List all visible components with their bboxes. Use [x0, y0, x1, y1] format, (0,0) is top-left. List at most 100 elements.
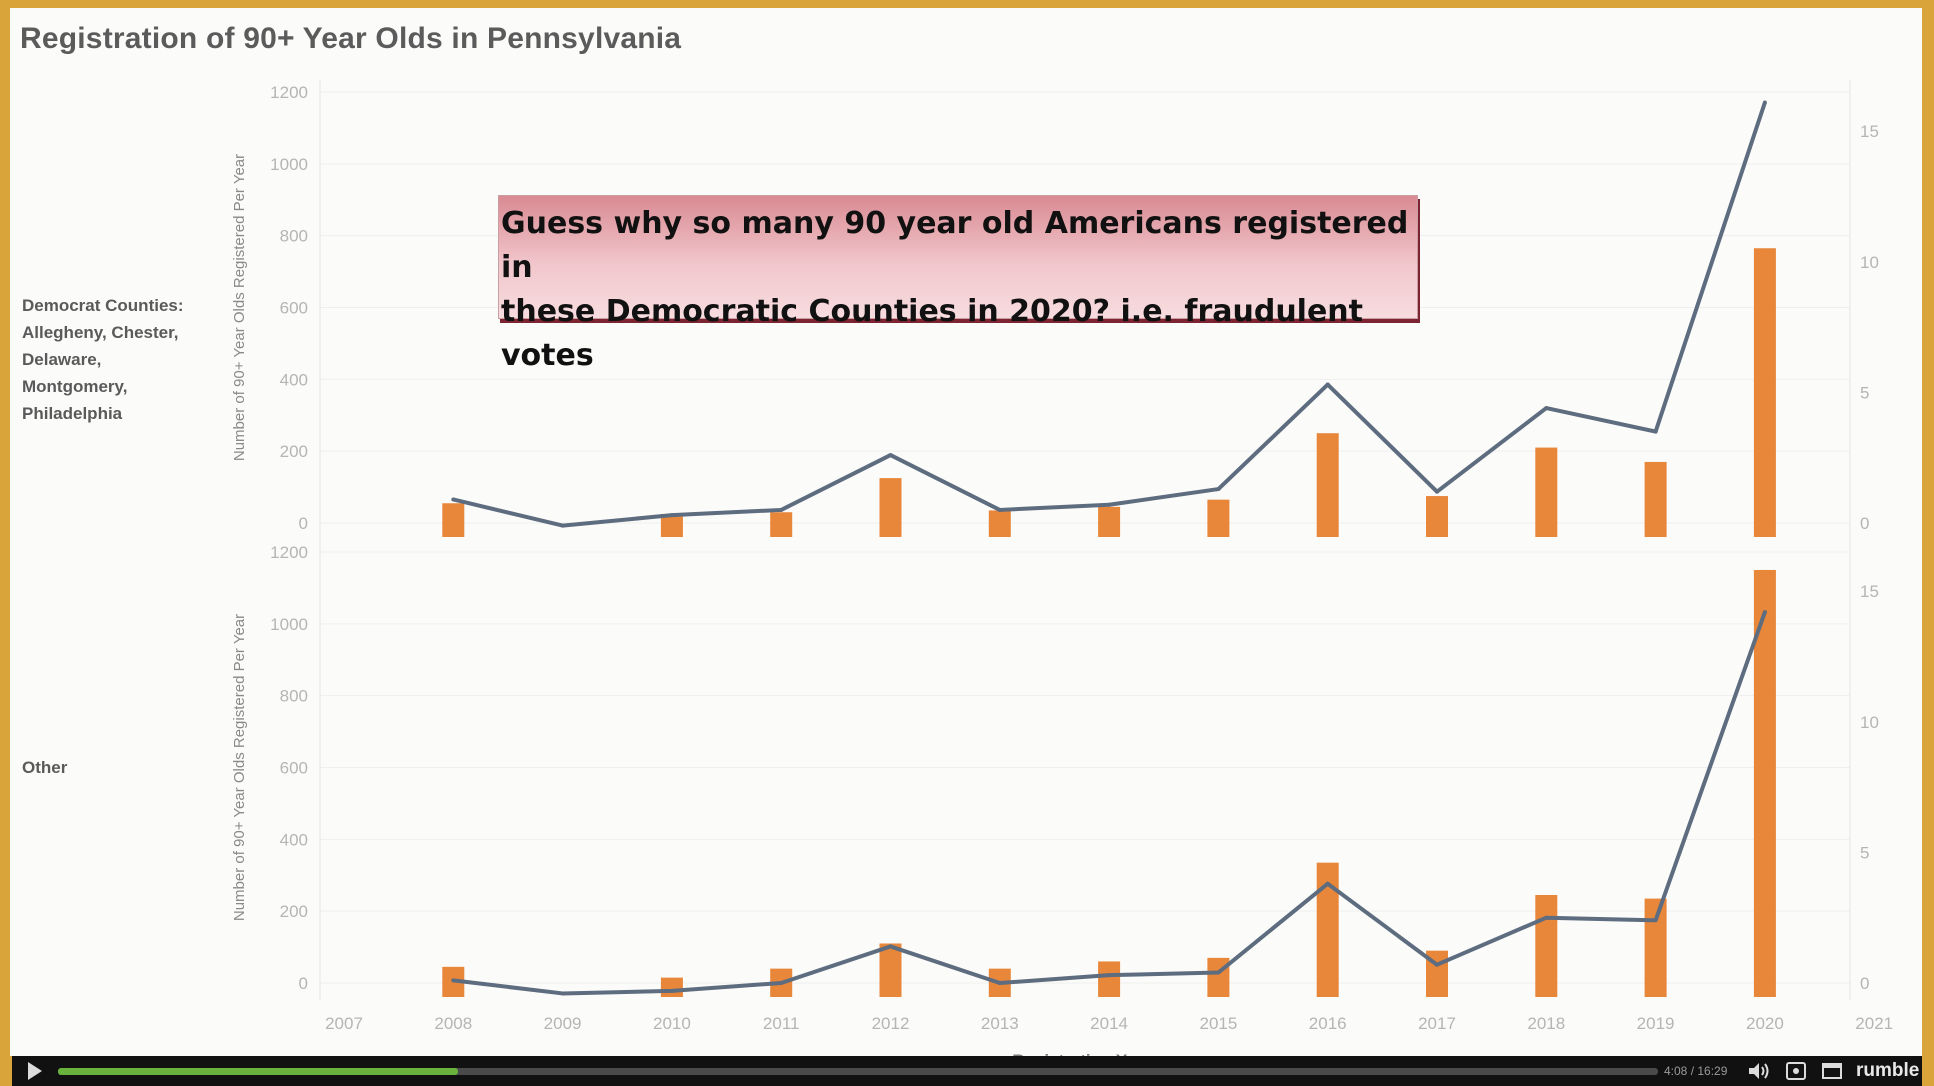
line-point-2017 — [1435, 489, 1439, 494]
x-tick-label: 2016 — [1309, 1014, 1347, 1033]
row-label-line: Democrat Counties: — [22, 296, 184, 315]
progress-fill — [58, 1068, 458, 1075]
x-tick-label: 2011 — [763, 1014, 800, 1033]
line-point-2018 — [1544, 915, 1549, 920]
line-point-2008 — [451, 978, 456, 983]
y-tick-label: 200 — [280, 902, 308, 921]
y2-tick-label: 0 — [1860, 514, 1869, 533]
line-point-2017 — [1435, 962, 1439, 967]
volume-icon[interactable] — [1748, 1062, 1770, 1085]
line-point-2011 — [779, 507, 784, 512]
bar-2018 — [1535, 447, 1558, 537]
brand-logo: rumble — [1856, 1060, 1920, 1081]
row-label-line: Montgomery, — [22, 377, 128, 396]
line-point-2015 — [1216, 487, 1221, 492]
line-point-2016 — [1325, 881, 1330, 886]
video-player-controls: 4:08 / 16:29 rumble — [12, 1056, 1922, 1086]
line-point-2020 — [1762, 100, 1767, 105]
play-icon[interactable] — [26, 1061, 44, 1086]
annotation-line: Guess why so many 90 year old Americans … — [501, 206, 1409, 285]
x-tick-label: 2017 — [1418, 1014, 1456, 1033]
y-tick-label: 800 — [280, 687, 308, 706]
fullscreen-icon[interactable] — [1822, 1062, 1842, 1085]
x-tick-label: 2013 — [981, 1014, 1019, 1033]
row-label-line: Philadelphia — [22, 404, 123, 423]
line-point-2019 — [1653, 429, 1658, 434]
y-axis-title: Number of 90+ Year Olds Registered Per Y… — [231, 614, 248, 921]
line-point-2012 — [888, 453, 893, 458]
y-tick-label: 0 — [299, 974, 308, 993]
progress-bar[interactable] — [58, 1068, 1658, 1075]
x-tick-label: 2008 — [434, 1014, 472, 1033]
y-tick-label: 0 — [299, 514, 308, 533]
row-label-other: Other — [22, 754, 67, 781]
y-tick-label: 1200 — [270, 543, 308, 562]
chart-panel — [10, 8, 1922, 1056]
annotation-box: Guess why so many 90 year old Americans … — [498, 195, 1418, 373]
bar-2016 — [1316, 862, 1339, 997]
x-tick-label: 2014 — [1090, 1014, 1128, 1033]
y-tick-label: 200 — [280, 442, 308, 461]
x-tick-label: 2010 — [653, 1014, 691, 1033]
x-tick-label: 2009 — [544, 1014, 582, 1033]
bar-2010 — [660, 977, 683, 997]
line-point-2010 — [669, 988, 674, 993]
x-tick-label: 2018 — [1527, 1014, 1565, 1033]
bar-2015 — [1207, 499, 1230, 537]
y-tick-label: 400 — [280, 830, 308, 849]
bar-2019 — [1644, 898, 1667, 997]
bar-2018 — [1535, 895, 1558, 997]
bar-2010 — [660, 514, 683, 537]
x-tick-label: 2012 — [872, 1014, 910, 1033]
series-line — [453, 611, 1767, 996]
line-point-2019 — [1653, 918, 1658, 923]
line-point-2011 — [779, 981, 784, 985]
bar-2012 — [879, 478, 902, 537]
line-point-2009 — [560, 523, 565, 528]
row-label-democrat: Democrat Counties: Allegheny, Chester, D… — [22, 292, 184, 427]
x-tick-label: 2020 — [1746, 1014, 1784, 1033]
chart-title: Registration of 90+ Year Olds in Pennsyl… — [20, 22, 682, 55]
line-point-2008 — [451, 497, 456, 502]
bar-2012 — [879, 943, 902, 997]
x-tick-label: 2019 — [1637, 1014, 1675, 1033]
bar-2014 — [1098, 961, 1121, 997]
row-label-line: Delaware, — [22, 350, 102, 369]
x-tick-label: 2015 — [1199, 1014, 1237, 1033]
y2-tick-label: 15 — [1860, 122, 1879, 141]
bar-2020 — [1753, 248, 1776, 538]
line-point-2010 — [669, 513, 674, 518]
y-tick-label: 600 — [280, 299, 308, 318]
line-point-2014 — [1107, 502, 1112, 507]
row-label-line: Other — [22, 758, 68, 777]
y2-tick-label: 5 — [1860, 383, 1869, 402]
y-tick-label: 1200 — [270, 83, 308, 102]
annotation-line: these Democratic Counties in 2020? i.e. … — [501, 294, 1364, 373]
x-tick-label: 2021 — [1855, 1014, 1893, 1033]
y2-tick-label: 10 — [1860, 713, 1879, 732]
settings-icon[interactable] — [1786, 1062, 1806, 1085]
line-point-2020 — [1762, 610, 1767, 615]
y2-tick-label: 5 — [1860, 843, 1869, 862]
bar-2020 — [1753, 569, 1776, 997]
y-tick-label: 400 — [280, 370, 308, 389]
bar-2014 — [1098, 506, 1121, 537]
line-point-2014 — [1107, 973, 1112, 978]
x-tick-label: 2007 — [325, 1014, 363, 1033]
y-tick-label: 600 — [280, 759, 308, 778]
line-point-2016 — [1325, 382, 1330, 387]
line-point-2012 — [888, 944, 893, 949]
bar-2008 — [442, 503, 465, 537]
y-tick-label: 1000 — [270, 155, 308, 174]
y2-tick-label: 0 — [1860, 974, 1869, 993]
line-point-2015 — [1216, 970, 1221, 975]
bar-2013 — [988, 510, 1011, 537]
line-point-2013 — [997, 981, 1002, 985]
row-label-line: Allegheny, Chester, — [22, 323, 179, 342]
line-point-2009 — [560, 991, 565, 996]
line-point-2018 — [1544, 406, 1549, 411]
bar-2019 — [1644, 461, 1667, 537]
time-display: 4:08 / 16:29 — [1664, 1064, 1728, 1078]
bar-2011 — [770, 512, 793, 537]
